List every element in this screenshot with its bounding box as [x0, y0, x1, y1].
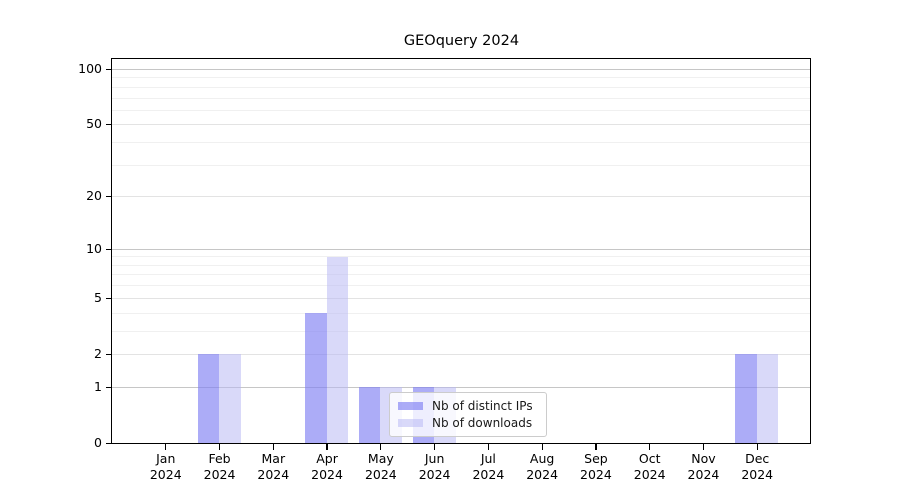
grid-line-4	[112, 312, 811, 314]
x-tick-dec	[756, 444, 758, 450]
x-tick-sep	[595, 444, 597, 450]
legend-swatch-downloads	[398, 419, 423, 427]
y-tick-label-5: 5	[94, 289, 102, 305]
x-tick-jul	[487, 444, 489, 450]
x-tick-may	[380, 444, 382, 450]
bar-feb-ips	[197, 354, 220, 444]
bar-apr-ips	[305, 313, 327, 444]
grid-line-5	[112, 297, 811, 299]
grid-line-80	[112, 86, 811, 88]
x-tick-oct	[649, 444, 651, 450]
grid-line-1	[112, 386, 811, 388]
x-tick-label-aug: Aug 2024	[526, 451, 559, 482]
grid-line-60	[112, 109, 811, 111]
x-tick-jan	[165, 444, 167, 450]
grid-line-6	[112, 285, 811, 287]
y-tick-0	[105, 442, 112, 445]
x-tick-label-oct: Oct 2024	[633, 451, 666, 482]
bar-apr-downloads	[326, 256, 349, 444]
grid-line-2	[112, 353, 811, 355]
grid-line-8	[112, 264, 811, 266]
bar-feb-downloads	[219, 354, 241, 444]
x-tick-label-jan: Jan 2024	[149, 451, 182, 482]
y-tick-label-1: 1	[94, 378, 102, 394]
x-tick-label-jun: Jun 2024	[418, 451, 451, 482]
grid-line-9	[112, 256, 811, 258]
y-tick-2	[105, 353, 112, 356]
y-tick-1	[105, 386, 112, 388]
grid-line-50	[112, 124, 811, 126]
bar-dec-downloads	[756, 354, 779, 444]
legend: Nb of distinct IPs Nb of downloads	[389, 392, 547, 437]
y-tick-10	[105, 248, 112, 250]
y-tick-label-20: 20	[86, 188, 102, 204]
y-tick-50	[105, 124, 112, 126]
x-tick-label-dec: Dec 2024	[741, 451, 774, 482]
legend-item-downloads: Nb of downloads	[398, 416, 538, 430]
bar-may-ips	[358, 387, 381, 444]
y-tick-5	[105, 297, 112, 299]
y-tick-100	[105, 68, 112, 71]
grid-line-100	[112, 69, 811, 71]
legend-label-downloads: Nb of downloads	[432, 416, 533, 430]
x-tick-nov	[702, 444, 705, 450]
y-tick-20	[105, 196, 112, 198]
x-tick-mar	[272, 444, 274, 450]
grid-line-7	[112, 274, 811, 276]
x-tick-label-sep: Sep 2024	[580, 451, 612, 482]
x-tick-aug	[541, 444, 543, 450]
y-tick-label-0: 0	[94, 435, 102, 450]
x-tick-label-mar: Mar 2024	[257, 451, 290, 482]
legend-label-distinct-ips: Nb of distinct IPs	[432, 399, 533, 413]
x-tick-jun	[434, 444, 436, 450]
grid-line-90	[112, 77, 811, 79]
y-tick-label-2: 2	[94, 345, 102, 361]
x-tick-label-nov: Nov 2024	[687, 451, 720, 482]
y-tick-label-50: 50	[86, 116, 102, 132]
y-tick-label-100: 100	[78, 61, 102, 77]
grid-line-30	[112, 164, 811, 166]
chart-title: GEOquery 2024	[403, 33, 520, 49]
x-tick-label-apr: Apr 2024	[311, 451, 343, 482]
grid-line-20	[112, 196, 811, 198]
x-tick-label-jul: Jul 2024	[472, 451, 505, 482]
legend-swatch-distinct-ips	[398, 402, 423, 410]
grid-line-70	[112, 97, 811, 99]
x-tick-apr	[326, 444, 328, 450]
y-tick-label-10: 10	[86, 240, 102, 256]
grid-line-40	[112, 142, 811, 144]
bar-dec-ips	[735, 354, 757, 444]
legend-item-distinct-ips: Nb of distinct IPs	[398, 399, 538, 413]
grid-line-3	[112, 330, 811, 332]
grid-line-10	[112, 248, 811, 250]
x-tick-label-feb: Feb 2024	[203, 451, 236, 482]
x-tick-feb	[218, 444, 221, 450]
x-tick-label-may: May 2024	[364, 451, 397, 482]
